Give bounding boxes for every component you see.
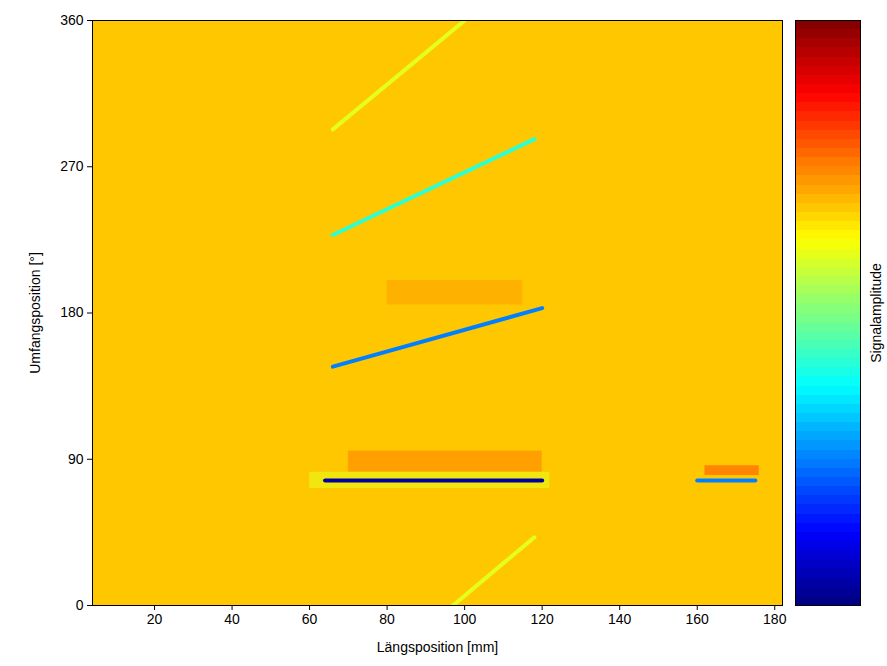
- svg-text:160: 160: [686, 611, 710, 627]
- svg-text:40: 40: [224, 611, 240, 627]
- svg-text:180: 180: [763, 611, 787, 627]
- svg-text:Längsposition [mm]: Längsposition [mm]: [377, 639, 498, 655]
- svg-text:140: 140: [608, 611, 632, 627]
- svg-text:180: 180: [60, 304, 84, 320]
- svg-text:Signalamplitude: Signalamplitude: [868, 263, 884, 363]
- svg-text:90: 90: [68, 451, 84, 467]
- svg-text:120: 120: [530, 611, 554, 627]
- svg-text:360: 360: [60, 12, 84, 28]
- svg-text:80: 80: [379, 611, 395, 627]
- svg-text:60: 60: [302, 611, 318, 627]
- svg-text:100: 100: [453, 611, 477, 627]
- svg-text:Umfangsposition [°]: Umfangsposition [°]: [27, 252, 43, 374]
- svg-text:20: 20: [147, 611, 163, 627]
- svg-text:0: 0: [76, 597, 84, 613]
- svg-text:270: 270: [60, 158, 84, 174]
